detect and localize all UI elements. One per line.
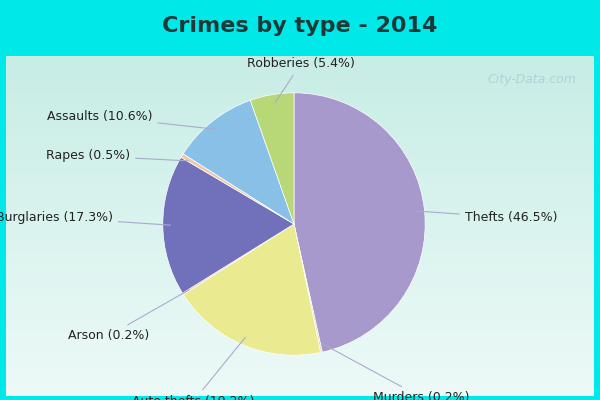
Text: Assaults (10.6%): Assaults (10.6%) xyxy=(47,110,216,129)
Wedge shape xyxy=(163,157,294,293)
Wedge shape xyxy=(183,100,294,224)
Wedge shape xyxy=(181,154,294,224)
Wedge shape xyxy=(294,224,322,352)
Wedge shape xyxy=(184,224,320,355)
Text: Auto thefts (19.2%): Auto thefts (19.2%) xyxy=(132,337,254,400)
Text: Crimes by type - 2014: Crimes by type - 2014 xyxy=(163,16,437,36)
Text: Arson (0.2%): Arson (0.2%) xyxy=(68,290,190,342)
Text: Burglaries (17.3%): Burglaries (17.3%) xyxy=(0,211,170,225)
Wedge shape xyxy=(182,224,294,294)
Text: Rapes (0.5%): Rapes (0.5%) xyxy=(46,149,188,162)
Wedge shape xyxy=(250,93,294,224)
Text: Thefts (46.5%): Thefts (46.5%) xyxy=(417,211,557,224)
Wedge shape xyxy=(294,93,425,352)
Text: City-Data.com: City-Data.com xyxy=(487,73,577,86)
Text: Robberies (5.4%): Robberies (5.4%) xyxy=(247,58,355,103)
Text: Murders (0.2%): Murders (0.2%) xyxy=(322,343,469,400)
